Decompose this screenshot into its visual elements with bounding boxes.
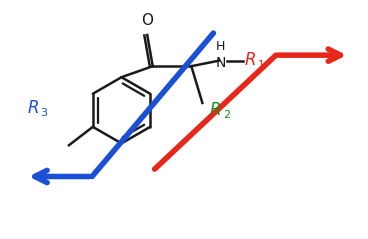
Text: R: R (27, 99, 39, 118)
Text: O: O (141, 13, 153, 27)
Text: 3: 3 (40, 108, 47, 118)
Text: 2: 2 (223, 110, 230, 120)
Text: R: R (210, 101, 221, 119)
Text: H: H (216, 40, 226, 53)
Text: N: N (216, 55, 226, 70)
Text: 1: 1 (258, 60, 265, 70)
Text: R: R (245, 51, 256, 69)
